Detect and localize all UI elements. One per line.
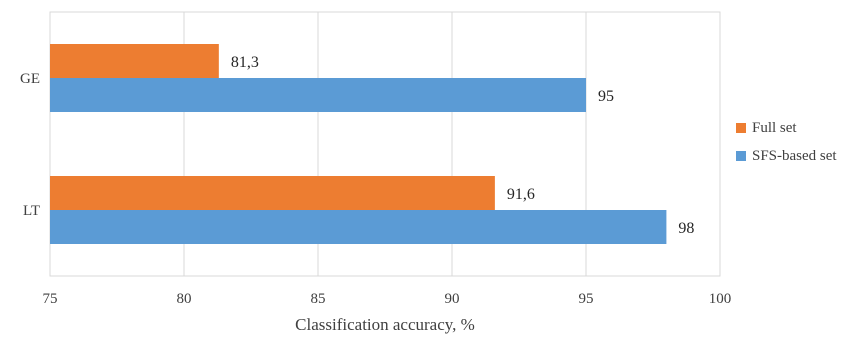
- legend-label-full-set: Full set: [752, 119, 797, 136]
- x-tick-label-95: 95: [579, 291, 594, 307]
- legend-item-full-set: Full set: [736, 114, 837, 142]
- y-tick-labels: GE LT: [20, 71, 40, 219]
- x-tick-label-75: 75: [43, 291, 58, 307]
- legend-label-sfs-based-set: SFS-based set: [752, 147, 837, 164]
- legend-swatch-full-set: [736, 123, 746, 133]
- plot-area-border: [49, 11, 721, 277]
- value-label-ge-sfs-based-set: 95: [598, 88, 614, 105]
- x-tick-label-85: 85: [311, 291, 326, 307]
- bar-ge-full-set: [50, 44, 219, 78]
- x-axis-title: Classification accuracy, %: [295, 315, 475, 334]
- value-labels: 81,3 95 91,6 98: [231, 54, 695, 237]
- legend: Full set SFS-based set: [736, 114, 837, 170]
- x-tick-labels: 75 80 85 90 95 100: [43, 291, 732, 307]
- y-tick-label-lt: LT: [23, 203, 40, 219]
- value-label-lt-sfs-based-set: 98: [678, 220, 694, 237]
- legend-item-sfs-based-set: SFS-based set: [736, 142, 837, 170]
- x-tick-label-90: 90: [445, 291, 460, 307]
- y-tick-label-ge: GE: [20, 71, 40, 87]
- value-label-ge-full-set: 81,3: [231, 54, 259, 71]
- bar-lt-full-set: [50, 176, 495, 210]
- bars: [50, 44, 667, 244]
- value-label-lt-full-set: 91,6: [507, 186, 535, 203]
- x-tick-label-100: 100: [709, 291, 732, 307]
- bar-ge-sfs-based-set: [50, 78, 586, 112]
- legend-swatch-sfs-based-set: [736, 151, 746, 161]
- x-tick-label-80: 80: [177, 291, 192, 307]
- bar-lt-sfs-based-set: [50, 210, 667, 244]
